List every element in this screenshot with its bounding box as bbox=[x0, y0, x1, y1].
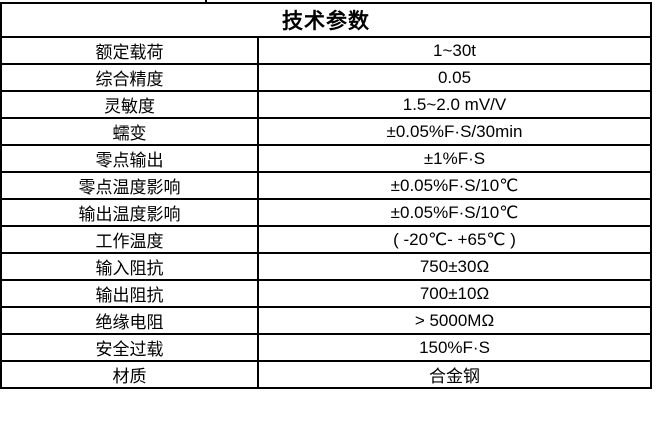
param-label: 工作温度 bbox=[0, 225, 259, 254]
table-row: 输出温度影响 ±0.05%F·S/10℃ bbox=[0, 198, 652, 227]
table-row: 蠕变 ±0.05%F·S/30min bbox=[0, 117, 652, 146]
param-value: 700±10Ω bbox=[257, 279, 652, 308]
param-value: 0.05 bbox=[257, 63, 652, 92]
table-row: 材质 合金钢 bbox=[0, 360, 652, 389]
table-title: 技术参数 bbox=[0, 2, 652, 38]
table-row: 零点输出 ±1%F·S bbox=[0, 144, 652, 173]
table-row: 输入阻抗 750±30Ω bbox=[0, 252, 652, 281]
cropped-border-stub bbox=[205, 0, 207, 4]
table-row: 输出阻抗 700±10Ω bbox=[0, 279, 652, 308]
table-row: 绝缘电阻 > 5000MΩ bbox=[0, 306, 652, 335]
param-label: 输出温度影响 bbox=[0, 198, 259, 227]
param-value: 1~30t bbox=[257, 36, 652, 65]
param-value: 合金钢 bbox=[257, 360, 652, 389]
param-value: ±0.05%F·S/10℃ bbox=[257, 171, 652, 200]
param-label: 蠕变 bbox=[0, 117, 259, 146]
table-header-row: 技术参数 bbox=[0, 2, 652, 38]
table-row: 灵敏度 1.5~2.0 mV/V bbox=[0, 90, 652, 119]
param-label: 输入阻抗 bbox=[0, 252, 259, 281]
param-value: 750±30Ω bbox=[257, 252, 652, 281]
param-label: 材质 bbox=[0, 360, 259, 389]
param-label: 输出阻抗 bbox=[0, 279, 259, 308]
param-label: 安全过载 bbox=[0, 333, 259, 362]
param-value: ( -20℃- +65℃ ) bbox=[257, 225, 652, 254]
param-label: 综合精度 bbox=[0, 63, 259, 92]
table-row: 工作温度( -20℃- +65℃ ) bbox=[0, 225, 652, 254]
param-label: 零点输出 bbox=[0, 144, 259, 173]
spec-table-body: 额定载荷 1~30t 综合精度 0.05 灵敏度 1.5~2.0 mV/V 蠕变 ±0.05%… bbox=[0, 36, 652, 389]
spec-table: 技术参数 额定载荷 1~30t 综合精度 0.05 灵敏度 1.5~2.0 mV/V 蠕变 ±… bbox=[0, 2, 652, 389]
param-label: 绝缘电阻 bbox=[0, 306, 259, 335]
param-value: ±1%F·S bbox=[257, 144, 652, 173]
table-row: 零点温度影响 ±0.05%F·S/10℃ bbox=[0, 171, 652, 200]
param-value: ±0.05%F·S/30min bbox=[257, 117, 652, 146]
param-label: 零点温度影响 bbox=[0, 171, 259, 200]
param-label: 额定载荷 bbox=[0, 36, 259, 65]
table-row: 安全过载 150%F·S bbox=[0, 333, 652, 362]
table-row: 综合精度 0.05 bbox=[0, 63, 652, 92]
table-row: 额定载荷 1~30t bbox=[0, 36, 652, 65]
param-label: 灵敏度 bbox=[0, 90, 259, 119]
param-value: ±0.05%F·S/10℃ bbox=[257, 198, 652, 227]
param-value: > 5000MΩ bbox=[257, 306, 652, 335]
param-value: 150%F·S bbox=[257, 333, 652, 362]
param-value: 1.5~2.0 mV/V bbox=[257, 90, 652, 119]
